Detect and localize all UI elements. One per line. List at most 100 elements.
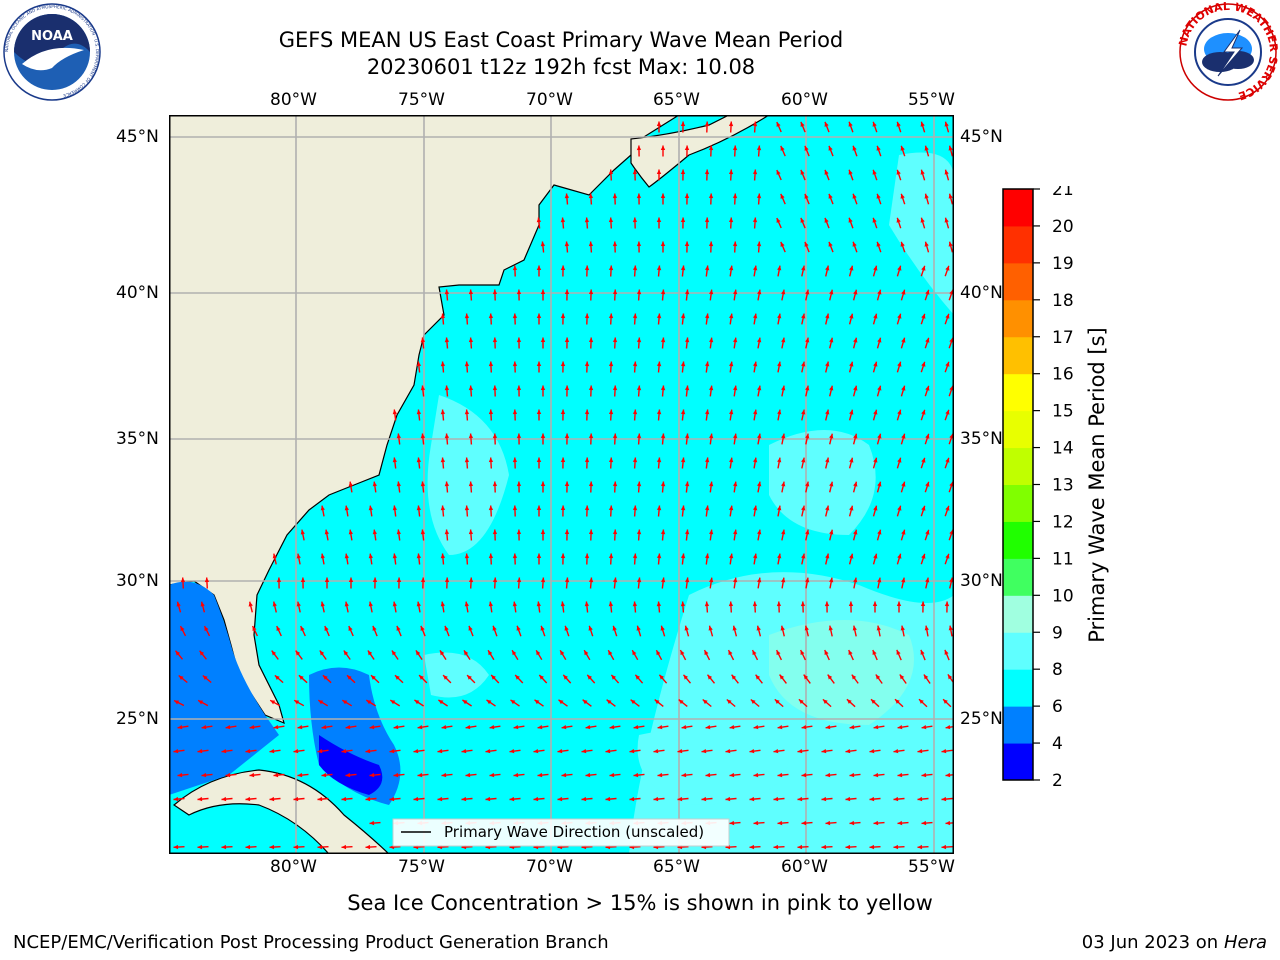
wave-arrow-head	[660, 385, 666, 391]
wave-arrow-head	[849, 265, 854, 271]
wave-arrow-head	[943, 699, 948, 704]
wave-arrow-head	[636, 289, 642, 295]
wave-arrow-head	[825, 457, 830, 463]
wave-arrow-head	[416, 601, 421, 607]
wave-arrow-head	[369, 772, 375, 778]
wave-arrow-head	[873, 505, 878, 511]
wave-arrow-head	[729, 553, 734, 559]
wave-arrow-head	[608, 313, 614, 319]
wave-arrow-head	[588, 193, 594, 199]
wave-arrow-head	[660, 145, 666, 150]
wave-arrow-head	[920, 217, 925, 223]
wave-arrow-head	[685, 433, 690, 439]
wave-arrow-head	[464, 361, 470, 367]
wave-arrow-head	[653, 796, 659, 802]
wave-arrow-head	[612, 433, 618, 439]
wave-arrow-head	[584, 313, 590, 319]
wave-arrow-head	[825, 725, 831, 730]
wave-arrow-head	[632, 265, 638, 271]
wave-arrow-head	[685, 385, 690, 391]
colorbar-tick-label: 21	[1052, 186, 1074, 200]
wave-arrow-head	[464, 457, 470, 463]
wave-arrow-head	[245, 796, 251, 802]
wave-arrow-head	[347, 675, 352, 680]
colorbar-swatch	[1003, 225, 1033, 264]
wave-arrow-head	[414, 700, 420, 705]
wave-arrow-head	[632, 361, 638, 367]
wave-arrow-head	[584, 361, 590, 367]
wave-arrow-head	[368, 505, 373, 511]
wave-arrow-head	[632, 313, 638, 319]
wave-arrow-head	[680, 553, 686, 559]
colorbar-tick-label: 16	[1052, 365, 1074, 385]
wave-arrow-head	[416, 553, 422, 559]
wave-arrow-head	[319, 650, 325, 656]
wave-arrow-head	[344, 553, 349, 559]
wave-arrow-head	[756, 193, 762, 199]
wave-arrow-head	[848, 217, 853, 223]
wave-arrow-head	[540, 385, 546, 390]
wave-arrow-head	[464, 505, 470, 511]
wave-arrow-head	[636, 529, 642, 535]
wave-arrow-head	[585, 725, 591, 730]
wave-arrow-head	[919, 699, 924, 704]
lon-label-top: 70°W	[526, 90, 573, 110]
wave-arrow-head	[396, 481, 401, 487]
wave-arrow-head	[539, 675, 544, 680]
lon-label-bottom: 70°W	[526, 857, 573, 877]
wave-arrow-head	[920, 169, 925, 175]
wave-arrow-head	[269, 749, 275, 754]
wave-arrow-head	[924, 193, 929, 199]
wave-arrow-head	[389, 796, 395, 802]
wave-arrow-head	[341, 749, 347, 754]
wave-arrow-head	[825, 265, 830, 271]
wave-arrow-head	[632, 650, 637, 656]
wave-arrow-head	[948, 625, 953, 631]
wave-arrow-head	[368, 553, 373, 559]
wave-arrow-head	[900, 145, 905, 151]
wave-arrow-head	[636, 433, 642, 439]
wave-arrow-head	[945, 505, 950, 511]
wave-arrow-head	[949, 529, 954, 535]
wave-arrow-head	[659, 674, 664, 680]
wave-arrow-head	[608, 457, 614, 463]
wave-arrow-head	[871, 699, 876, 704]
wave-arrow-head	[753, 505, 758, 511]
wave-arrow-head	[440, 650, 445, 656]
wave-arrow-head	[564, 241, 570, 247]
wave-arrow-head	[443, 675, 448, 680]
noaa-logo-text: NOAA	[31, 29, 73, 44]
wave-arrow-head	[656, 505, 662, 511]
wave-arrow-head	[611, 674, 616, 680]
wave-arrow-head	[944, 121, 949, 127]
wave-arrow-head	[757, 433, 762, 439]
wave-arrow-head	[173, 796, 179, 802]
wave-arrow-head	[680, 601, 686, 607]
wave-arrow-head	[708, 625, 713, 631]
wave-arrow-head	[180, 626, 185, 632]
wave-arrow-head	[276, 577, 282, 583]
wave-arrow-head	[564, 481, 570, 486]
wave-arrow-head	[341, 796, 347, 802]
colorbar-swatch	[1003, 706, 1033, 744]
wave-arrow-head	[824, 217, 829, 223]
wave-arrow-head	[777, 265, 782, 271]
wave-arrow-head	[873, 265, 878, 271]
wave-arrow-head	[709, 385, 714, 391]
sea-ice-note: Sea Ice Concentration > 15% is shown in …	[347, 891, 933, 915]
wave-arrow-head	[849, 361, 854, 367]
wave-arrow-head	[777, 553, 782, 559]
wave-arrow-head	[728, 650, 733, 656]
wave-arrow-head	[367, 650, 373, 656]
wave-arrow-head	[656, 121, 662, 126]
wave-arrow-head	[705, 313, 710, 319]
wave-arrow-head	[873, 313, 878, 319]
wave-arrow-head	[608, 409, 614, 415]
wave-arrow-head	[804, 193, 809, 199]
wave-arrow-head	[420, 481, 426, 487]
wave-arrow-head	[369, 725, 375, 730]
wave-arrow-head	[537, 725, 543, 730]
wave-arrow-head	[749, 796, 755, 802]
wave-arrow-head	[584, 601, 589, 607]
wave-arrow-head	[729, 265, 734, 271]
